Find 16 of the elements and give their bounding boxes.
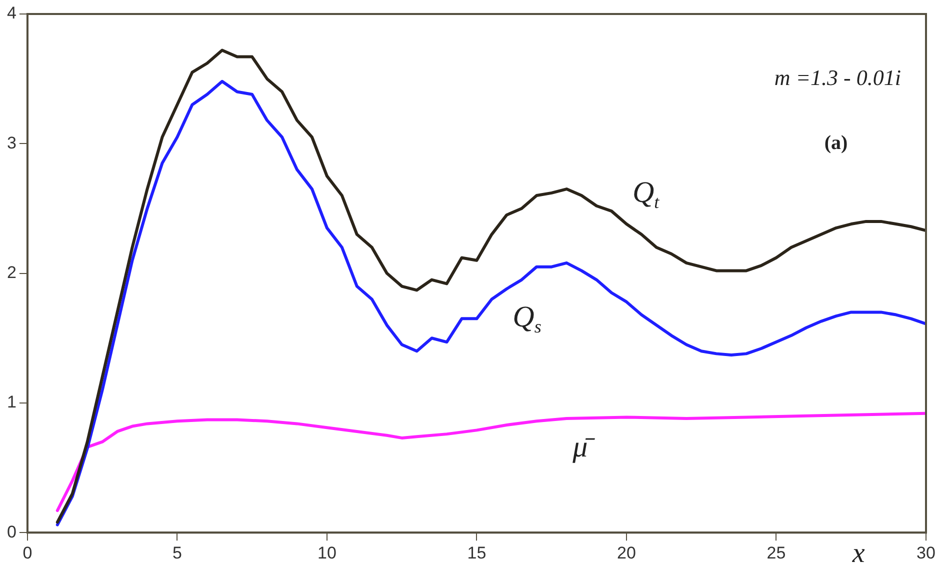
annotation: m =1.3 - 0.01i [774,64,901,90]
y-tick-label: 0 [6,522,16,542]
x-tick-label: 30 [916,543,936,562]
x-axis-title: x [851,538,866,569]
x-tick-label: 0 [22,543,32,562]
x-tick-label: 20 [617,543,636,562]
y-tick-label: 3 [6,133,16,152]
y-tick-label: 2 [6,262,16,282]
y-tick-label: 1 [6,392,16,412]
x-tick-label: 25 [766,543,786,562]
x-tick-label: 5 [172,543,182,562]
annotation: (a) [824,132,848,154]
x-tick-label: 15 [467,543,486,562]
series-label: μ̄ [572,430,596,464]
y-tick-label: 4 [6,4,16,23]
x-tick-label: 10 [318,543,336,562]
